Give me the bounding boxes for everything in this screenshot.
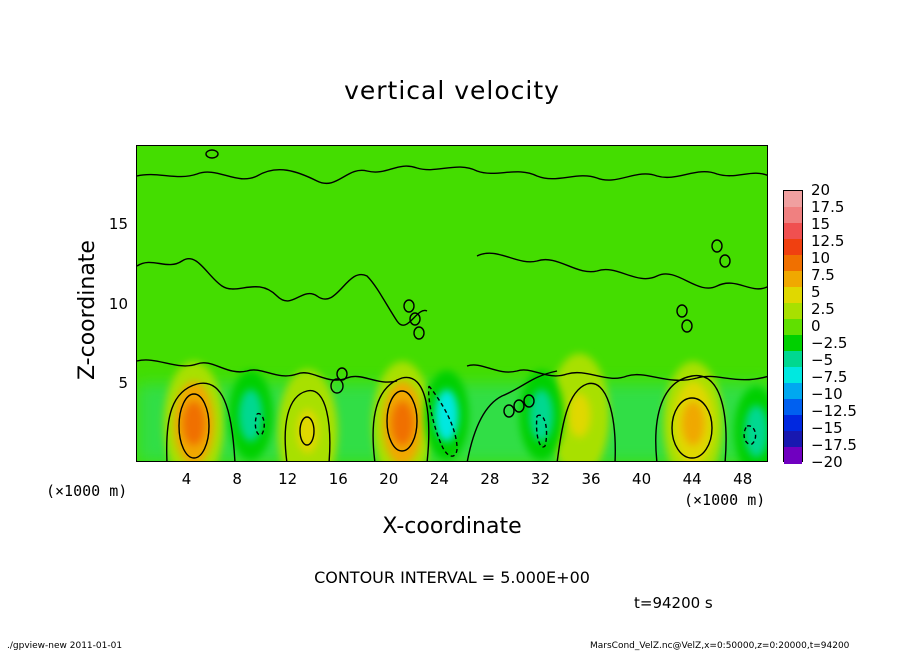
colorbar-segment (784, 287, 802, 304)
zero-contour-lower (535, 414, 548, 448)
updraft-contour (671, 397, 713, 459)
y-tick-label: 5 (118, 373, 128, 392)
x-tick-label: 4 (181, 470, 192, 488)
time-label: t=94200 s (634, 594, 713, 612)
small-contour (409, 312, 421, 326)
small-contour (403, 299, 415, 313)
small-contour (523, 394, 535, 408)
colorbar-label: −20 (811, 453, 843, 471)
colorbar-label: −10 (811, 385, 843, 403)
colorbar-segment (784, 431, 802, 448)
small-contour (336, 367, 348, 381)
zero-contour-upper (137, 258, 428, 326)
x-tick-label: 32 (530, 470, 551, 488)
plot-area (136, 145, 768, 462)
y-tick-label: 15 (108, 215, 128, 234)
x-tick-label: 16 (328, 470, 348, 488)
x-unit-left: (×1000 m) (46, 482, 128, 500)
zero-contour-lower (556, 382, 616, 461)
colorbar-segment (784, 415, 802, 432)
colorbar-label: 20 (811, 181, 831, 199)
zero-contour-lower (427, 385, 458, 457)
downdraft-core (529, 389, 554, 442)
x-tick-label: 40 (632, 470, 652, 488)
updraft-contour (299, 416, 315, 446)
colorbar-label: 0 (811, 317, 821, 335)
colorbar-label: −7.5 (811, 368, 848, 386)
small-contour (413, 326, 425, 340)
zero-contour-lower (466, 370, 558, 461)
x-axis-title: X-coordinate (382, 514, 522, 539)
small-contour (681, 319, 693, 333)
chart-title: vertical velocity (344, 76, 560, 105)
x-tick-label: 24 (429, 470, 449, 488)
colorbar-label: 5 (811, 283, 821, 301)
colorbar-label: −17.5 (811, 436, 857, 454)
downdraft-core (238, 389, 263, 442)
x-tick-label: 20 (379, 470, 399, 488)
colorbar-label: 10 (811, 249, 831, 267)
x-tick-label: 12 (278, 470, 298, 488)
colorbar-segment (784, 367, 802, 384)
colorbar-segment (784, 447, 802, 464)
x-tick-label: 48 (733, 470, 753, 488)
colorbar-label: −15 (811, 419, 843, 437)
x-tick-label: 8 (232, 470, 242, 488)
downdraft-core (744, 405, 767, 458)
colorbar-segment (784, 383, 802, 400)
zero-contour-lower (284, 390, 331, 461)
small-contour (330, 378, 344, 394)
colorbar-label: 2.5 (811, 300, 835, 318)
zero-contour-lower (165, 382, 236, 461)
velocity-field (137, 146, 767, 461)
colorbar-segment (784, 399, 802, 416)
small-contour (719, 254, 731, 268)
zero-contour-upper (476, 252, 767, 290)
x-tick-label: 44 (682, 470, 702, 488)
colorbar-label: −5 (811, 351, 834, 369)
colorbar-label: 7.5 (811, 266, 835, 284)
colorbar-segment (784, 191, 802, 208)
colorbar-label: −12.5 (811, 402, 857, 420)
small-contour (676, 304, 688, 318)
x-tick-label: 36 (581, 470, 601, 488)
small-contour (205, 149, 219, 159)
small-contour (711, 239, 723, 253)
footer-left: ./gpview-new 2011-01-01 (7, 641, 123, 651)
zero-contour-lower (655, 375, 727, 461)
y-tick-label: 10 (108, 294, 128, 313)
colorbar-segment (784, 303, 802, 320)
zero-contour-upper (137, 359, 398, 383)
colorbar-segment (784, 335, 802, 352)
zero-contour-lower (372, 376, 430, 461)
zero-contour-lower (743, 425, 757, 445)
small-contour (513, 399, 525, 413)
zero-contour-upper (137, 165, 767, 184)
colorbar (783, 190, 803, 464)
updraft-core (182, 401, 205, 446)
updraft-core (682, 401, 705, 446)
downdraft-core (434, 389, 459, 442)
footer-right: MarsCond_VelZ.nc@VelZ,x=0:50000,z=0:2000… (590, 641, 850, 651)
colorbar-label: 15 (811, 215, 831, 233)
colorbar-segment (784, 271, 802, 288)
updraft-contour (386, 390, 418, 452)
small-contour (503, 404, 515, 418)
updraft-core (568, 393, 591, 438)
colorbar-label: −2.5 (811, 334, 848, 352)
colorbar-segment (784, 255, 802, 272)
x-unit-right: (×1000 m) (684, 491, 766, 509)
colorbar-label: 12.5 (811, 232, 845, 250)
colorbar-segment (784, 223, 802, 240)
colorbar-segment (784, 319, 802, 336)
updraft-core (391, 401, 414, 446)
updraft-contour (178, 393, 210, 459)
colorbar-segment (784, 351, 802, 368)
colorbar-segment (784, 239, 802, 256)
colorbar-segment (784, 207, 802, 224)
contour-interval-note: CONTOUR INTERVAL = 5.000E+00 (314, 568, 590, 587)
x-tick-label: 28 (480, 470, 500, 488)
colorbar-label: 17.5 (811, 198, 845, 216)
zero-contour-lower (254, 412, 265, 436)
